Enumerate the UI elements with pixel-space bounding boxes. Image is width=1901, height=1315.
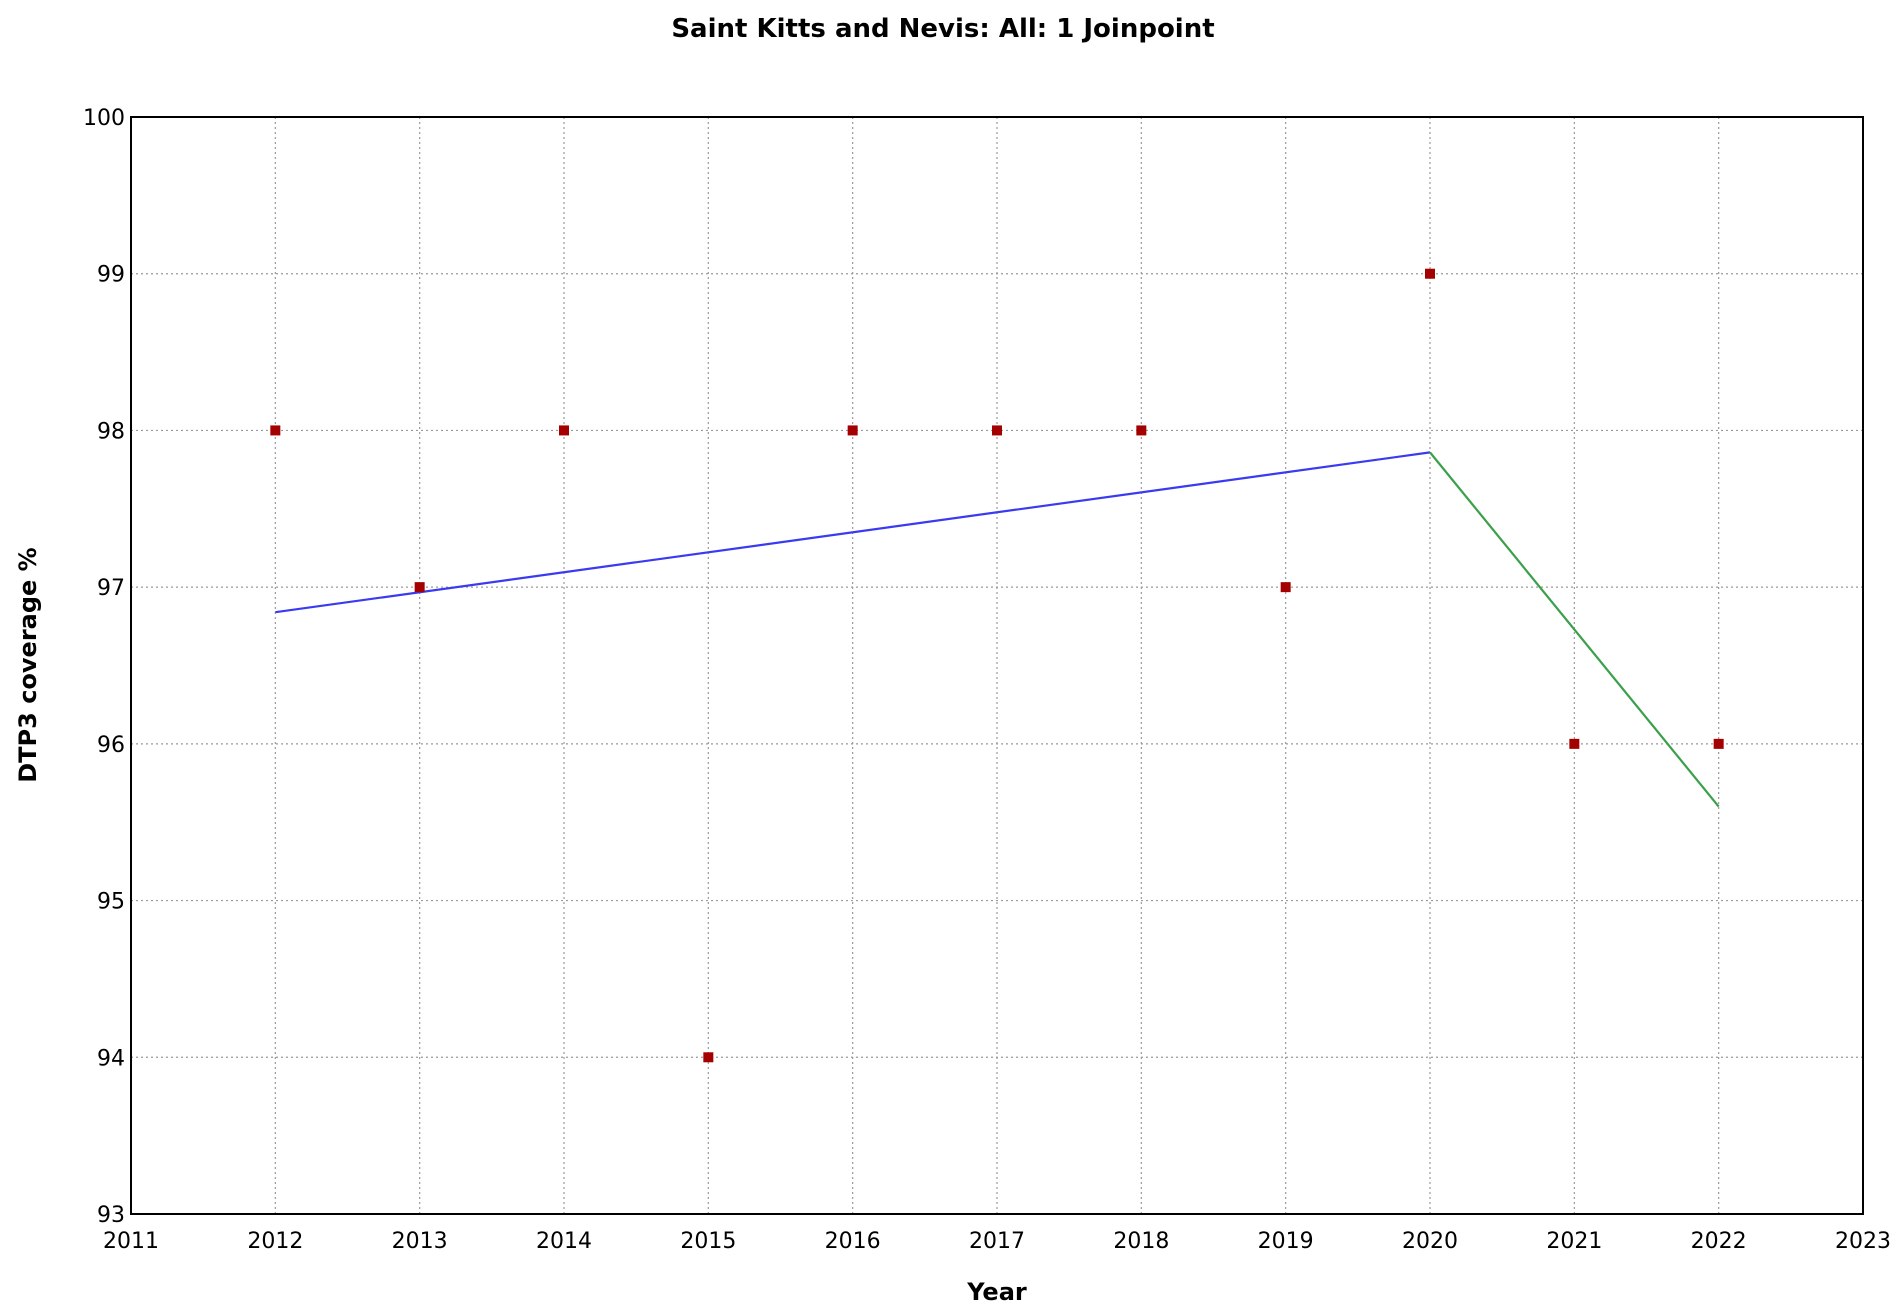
y-tick-label: 95: [97, 890, 125, 915]
plot-frame: [130, 116, 1864, 1215]
y-tick-label: 100: [83, 106, 125, 131]
y-tick-label: 99: [97, 263, 125, 288]
observed-point: [270, 425, 281, 436]
observed-point: [703, 1052, 714, 1063]
chart-title: Saint Kitts and Nevis: All: 1 Joinpoint: [671, 14, 1214, 44]
x-tick-label: 2016: [825, 1229, 881, 1254]
observed-point: [1425, 268, 1435, 279]
x-tick-label: 2019: [1258, 1229, 1314, 1254]
observed-points: [270, 268, 1724, 1063]
x-tick-label: 2021: [1546, 1229, 1602, 1254]
observed-point: [1713, 738, 1724, 749]
x-tick-label: 2014: [536, 1229, 592, 1254]
observed-point: [992, 425, 1002, 436]
trend-segment-2: [1429, 451, 1720, 808]
x-tick-label: 2022: [1691, 1229, 1747, 1254]
x-tick-label: 2018: [1113, 1229, 1169, 1254]
y-axis-title: DTP3 coverage %: [14, 547, 42, 782]
x-tick-label: 2013: [392, 1229, 448, 1254]
observed-point: [559, 425, 569, 436]
x-axis-ticks: 2011 2012 2013 2014 2015 2016 2017 2018 2019 2020…: [103, 1229, 1891, 1254]
observed-point: [1569, 738, 1580, 749]
observed-point: [1280, 582, 1291, 593]
y-tick-label: 98: [97, 419, 125, 444]
observed-point: [1136, 425, 1147, 436]
x-tick-label: 2023: [1835, 1229, 1891, 1254]
y-tick-label: 94: [97, 1046, 125, 1071]
x-tick-label: 2020: [1402, 1229, 1458, 1254]
x-tick-label: 2017: [969, 1229, 1025, 1254]
y-tick-label: 93: [97, 1203, 125, 1228]
x-tick-label: 2012: [247, 1229, 303, 1254]
y-tick-label: 96: [97, 733, 125, 758]
x-tick-label: 2011: [103, 1229, 159, 1254]
trend-segment-1: [275, 451, 1431, 614]
y-axis-ticks: 93 94 95 96 97 98 99 100: [83, 106, 125, 1228]
x-axis-title: Year: [966, 1278, 1027, 1306]
observed-point: [414, 582, 425, 593]
y-tick-label: 97: [97, 576, 125, 601]
x-tick-label: 2015: [680, 1229, 736, 1254]
regression-segments: [275, 451, 1720, 808]
observed-point: [847, 425, 858, 436]
